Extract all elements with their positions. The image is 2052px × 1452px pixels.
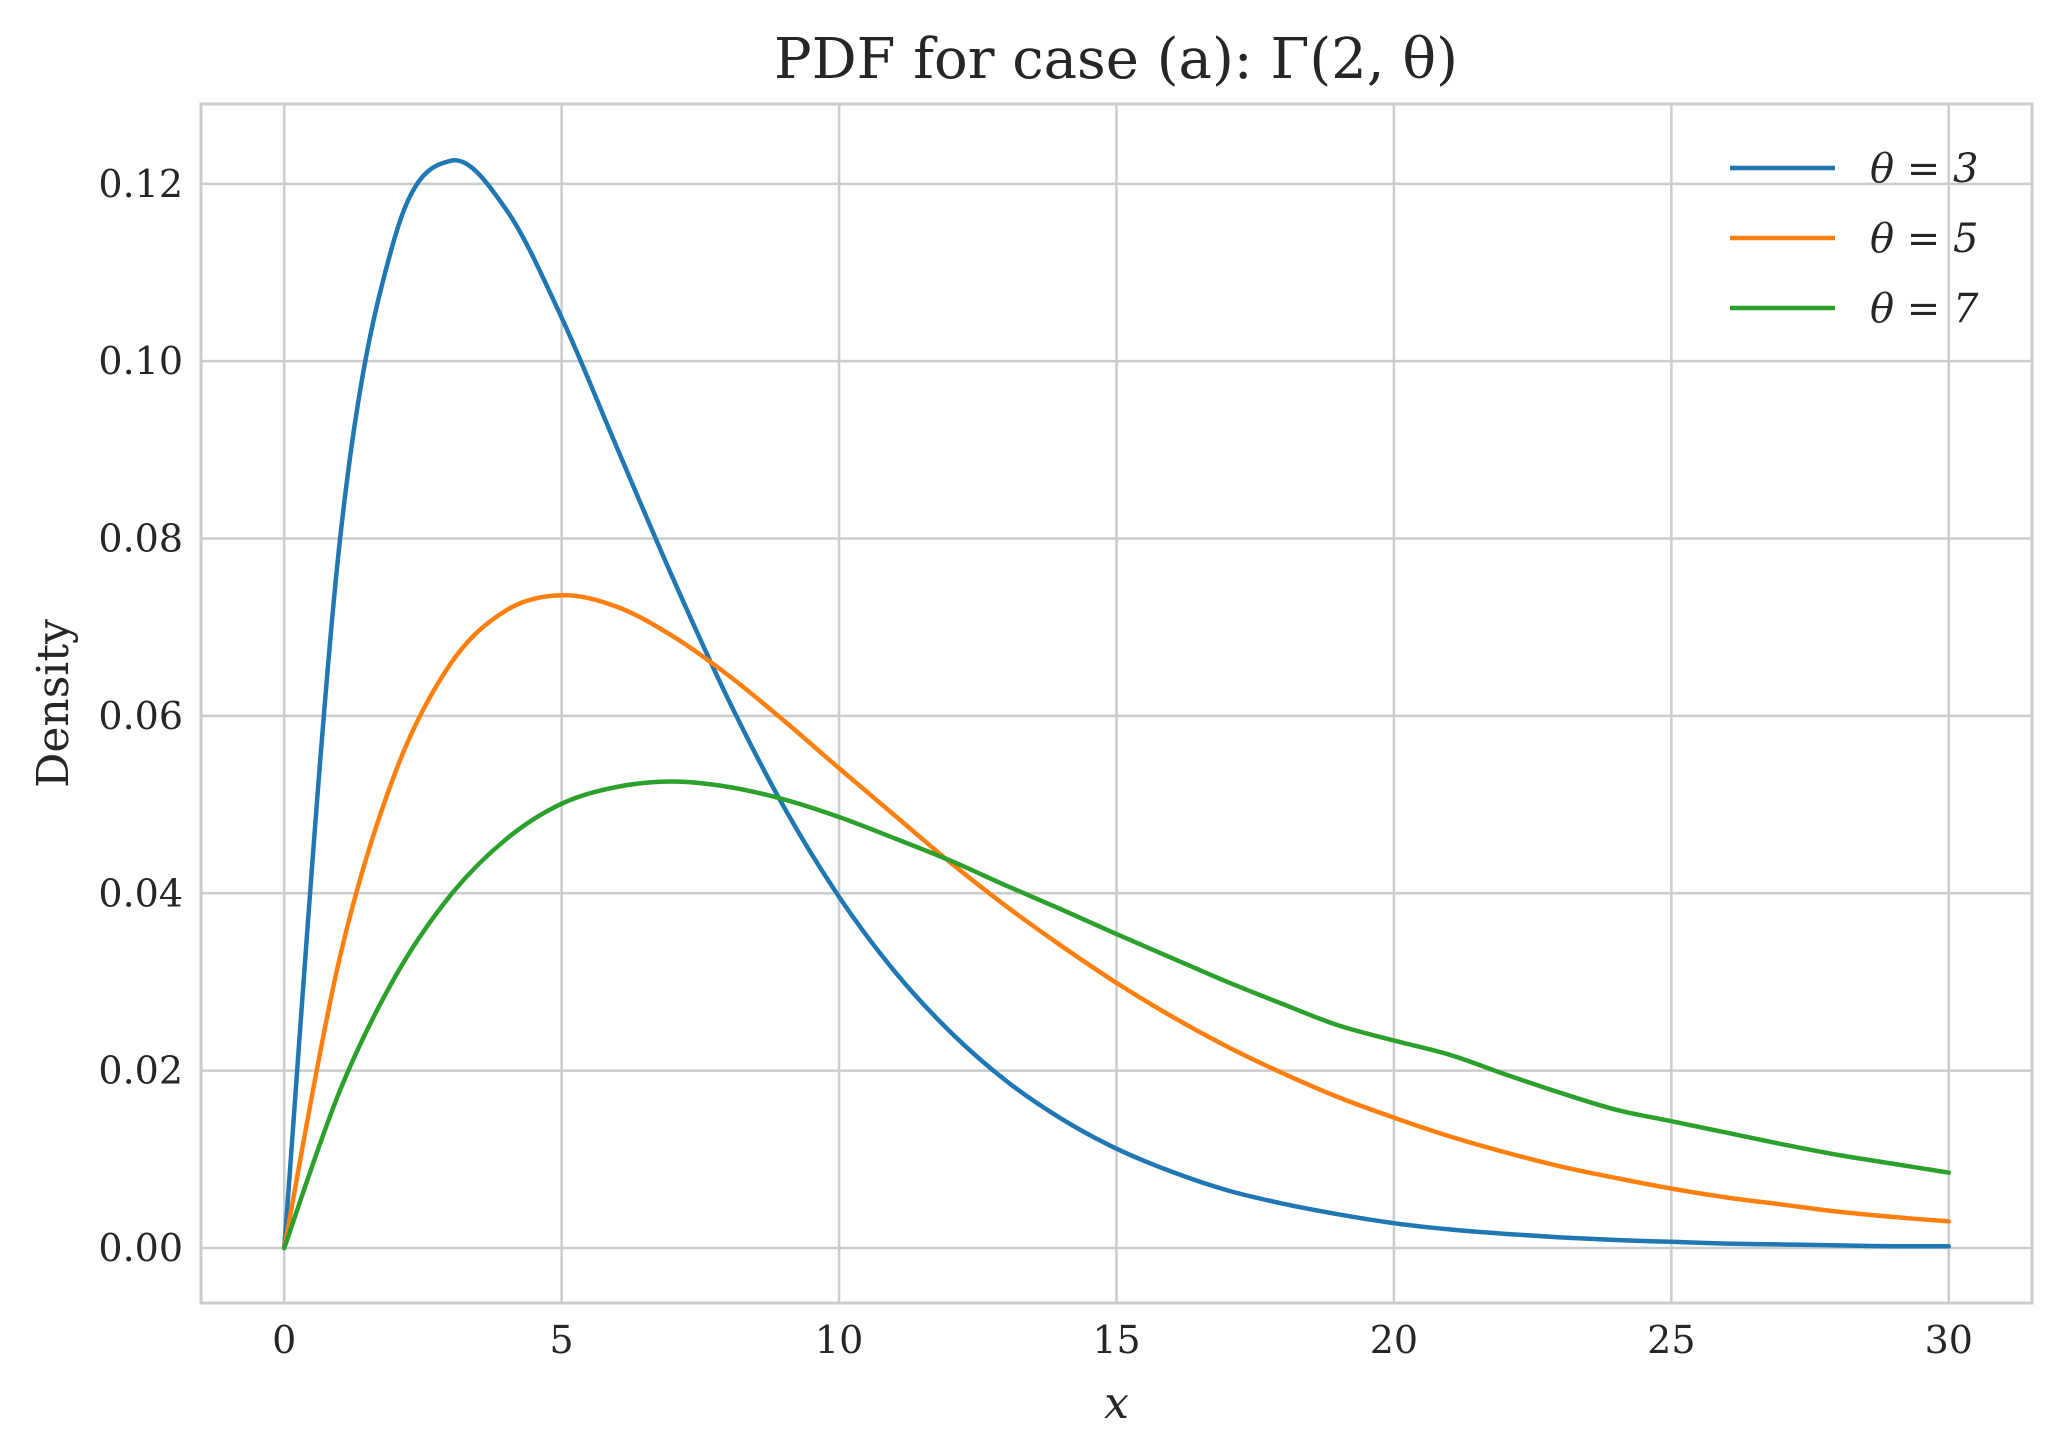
y-tick-label: 0.04 (98, 871, 183, 915)
y-tick-label: 0.10 (98, 339, 183, 383)
x-tick-label: 20 (1370, 1318, 1418, 1362)
x-tick-label: 0 (272, 1318, 296, 1362)
y-tick-label: 0.02 (98, 1049, 183, 1093)
series-layer (281, 158, 1952, 1251)
grid (201, 104, 2032, 1303)
tick-labels: 0 5 10 15 20 25 30 0.00 0.02 0.04 0.06 0.08 0.10 0.12 (98, 162, 1973, 1362)
y-tick-label: 0.06 (98, 694, 183, 738)
legend-label-1: θ = 3 (1870, 146, 1978, 192)
x-tick-label: 25 (1647, 1318, 1695, 1362)
series-line-2 (281, 593, 1952, 1251)
series-line-1 (281, 158, 1952, 1251)
x-tick-label: 5 (550, 1318, 574, 1362)
plot-frame (199, 102, 2034, 1305)
legend-label-2: θ = 5 (1870, 216, 1978, 262)
y-tick-label: 0.00 (98, 1226, 183, 1270)
y-tick-label: 0.08 (98, 517, 183, 561)
x-tick-label: 10 (815, 1318, 863, 1362)
y-tick-label: 0.12 (98, 162, 183, 206)
series-line-3 (281, 779, 1952, 1251)
x-axis-label: x (1104, 1378, 1129, 1429)
x-tick-label: 15 (1092, 1318, 1140, 1362)
x-tick-label: 30 (1925, 1318, 1973, 1362)
legend-label-3: θ = 7 (1870, 286, 1979, 332)
chart-title: PDF for case (a): Γ(2, θ) (774, 27, 1458, 92)
legend: θ = 3 θ = 5 θ = 7 (1730, 146, 1979, 332)
y-axis-label: Density (28, 619, 79, 788)
